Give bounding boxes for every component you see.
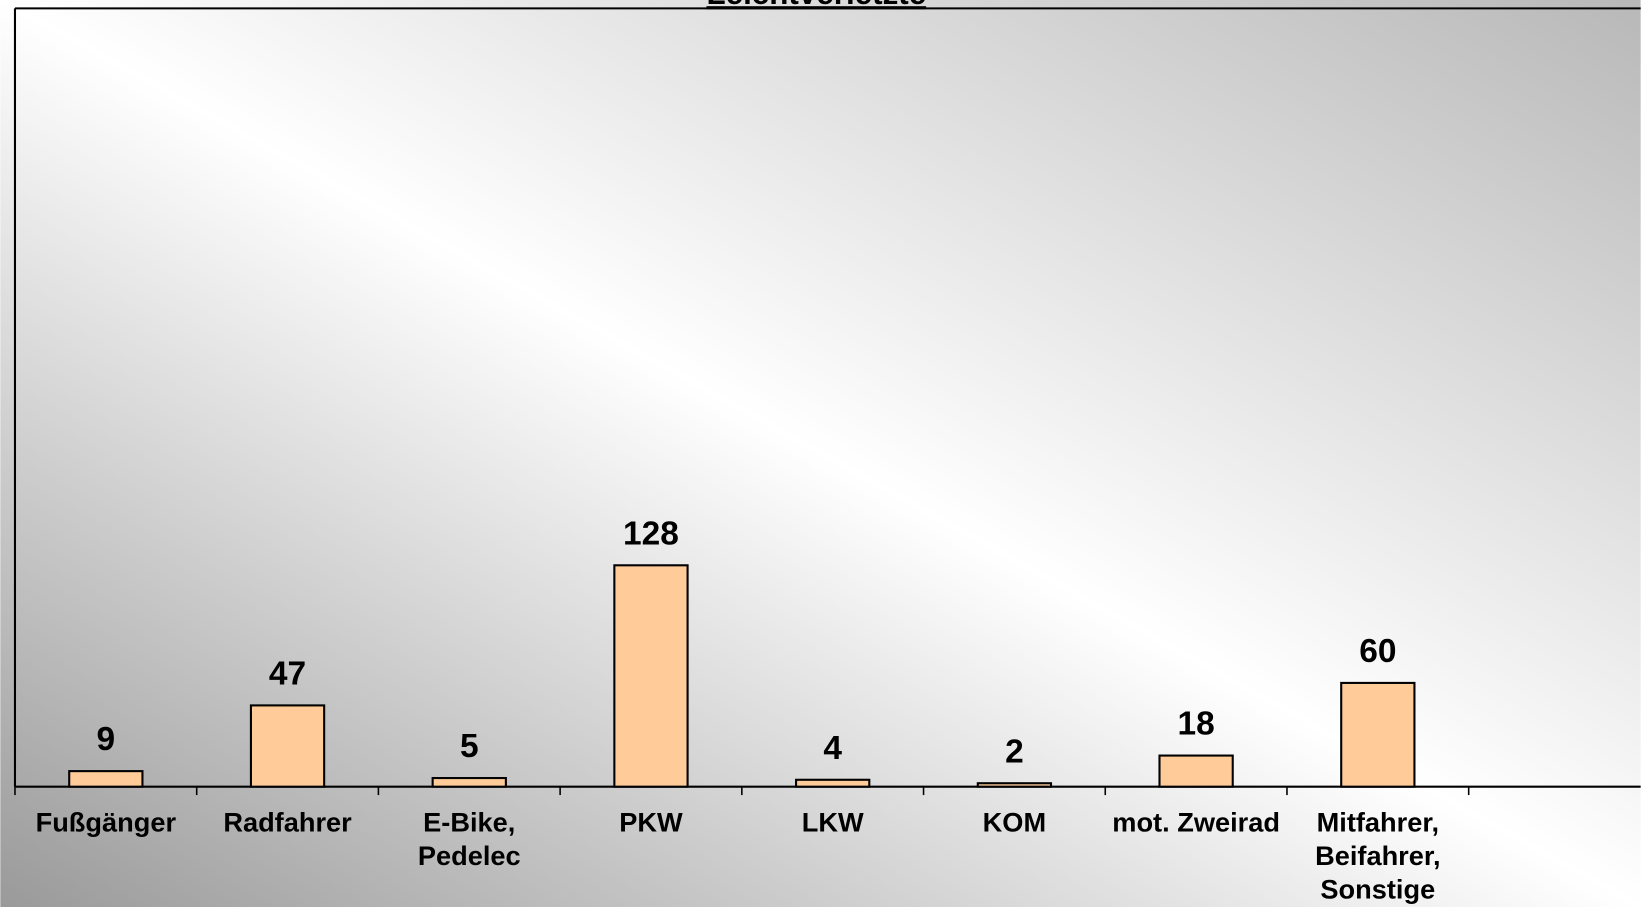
- data-label: 2: [1005, 733, 1024, 770]
- x-tick-label: PKW: [619, 807, 683, 838]
- x-tick-label: Radfahrer: [223, 807, 352, 838]
- data-label: 18: [1177, 706, 1214, 743]
- data-label: 128: [623, 515, 679, 552]
- data-label: 60: [1359, 633, 1396, 670]
- data-label: 4: [823, 730, 842, 767]
- data-label: 9: [97, 721, 116, 758]
- bar: [1340, 681, 1416, 788]
- data-label: 5: [460, 728, 479, 765]
- bar: [795, 778, 871, 788]
- x-tick-label: mot. Zweirad: [1112, 807, 1280, 838]
- data-label: 47: [269, 655, 306, 692]
- bar: [431, 777, 507, 788]
- x-tick-label: Mitfahrer, Beifahrer, Sonstige: [1315, 807, 1440, 905]
- chart-title: Leichtverletzte: [706, 0, 926, 11]
- bar: [1158, 754, 1234, 788]
- bar: [249, 704, 326, 788]
- x-tick-label: LKW: [802, 807, 864, 838]
- x-tick-label: E-Bike, Pedelec: [418, 807, 521, 871]
- bar: [613, 564, 689, 788]
- x-tick-label: KOM: [983, 807, 1046, 838]
- bar: [68, 770, 144, 788]
- x-tick-label: Fußgänger: [36, 807, 177, 838]
- bar: [976, 782, 1053, 788]
